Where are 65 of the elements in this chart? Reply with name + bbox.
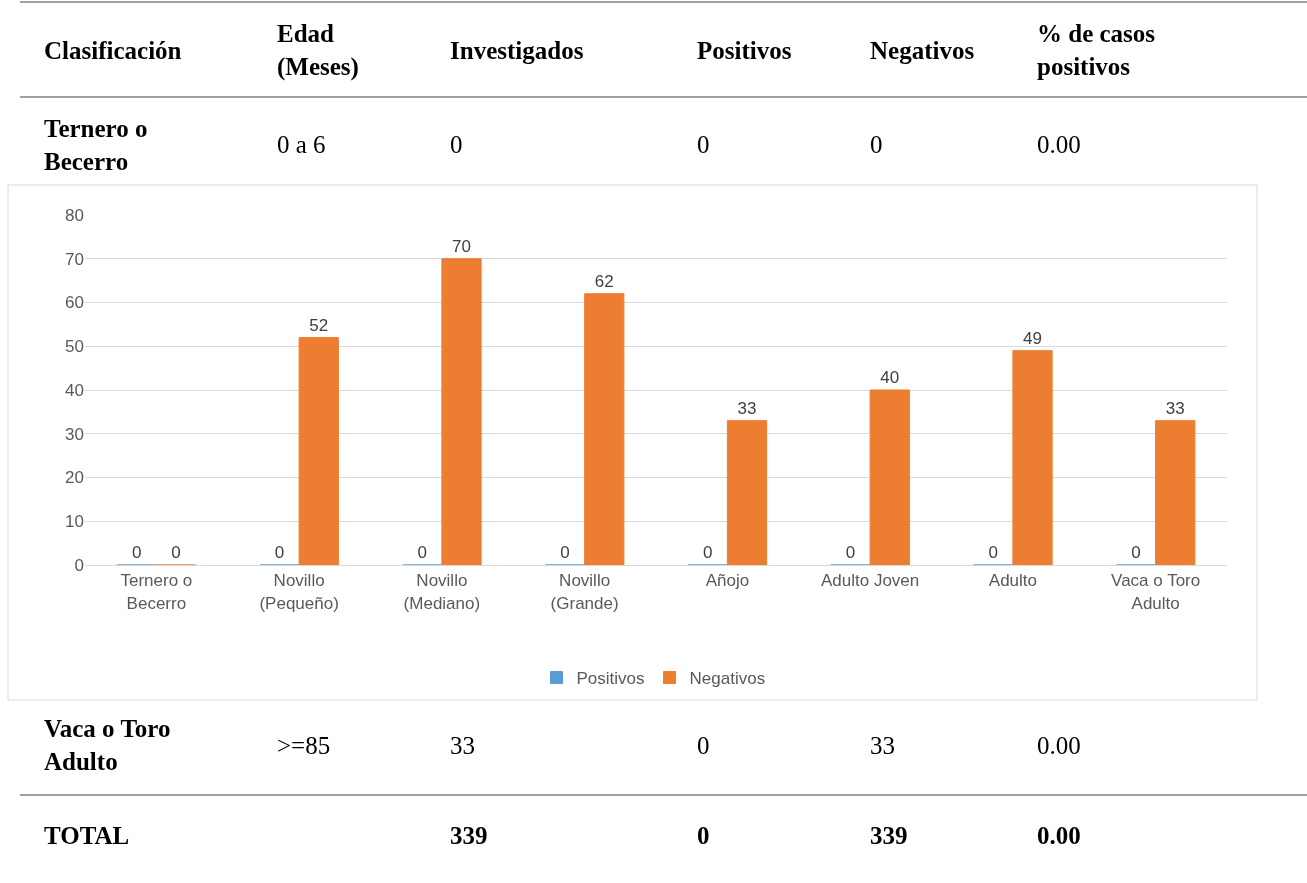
legend-label: Negativos — [689, 669, 766, 689]
x-tick-label: Añojo — [705, 571, 750, 591]
y-tick-label: 10 — [65, 512, 84, 532]
bar — [1012, 350, 1053, 565]
data-label: 49 — [1023, 328, 1042, 348]
bar — [441, 258, 482, 565]
bar — [1155, 420, 1196, 565]
data-label: 0 — [132, 543, 142, 562]
data-label: 0 — [845, 543, 856, 562]
text: 0 — [870, 131, 883, 158]
x-tick-label: Novillo (Pequeño) — [259, 571, 339, 613]
x-tick-label: Vaca o Toro Adulto — [1111, 571, 1201, 613]
y-tick-label: 80 — [65, 205, 84, 225]
y-tick-label: 50 — [65, 337, 84, 357]
y-tick-label: 60 — [65, 293, 84, 313]
text: 0.00 — [1037, 732, 1081, 759]
x-tick-label: Adulto Joven — [820, 571, 920, 591]
y-tick-label: 20 — [65, 468, 84, 488]
text: 0 — [697, 732, 710, 759]
data-label: 62 — [594, 271, 614, 291]
text: 0 a 6 — [277, 131, 326, 158]
text: 0.00 — [1037, 131, 1081, 158]
text: >=85 — [277, 732, 331, 759]
text: Positivos — [697, 37, 792, 64]
data-label: 0 — [171, 543, 181, 562]
data-label: 0 — [274, 543, 285, 562]
data-label: 0 — [988, 543, 998, 562]
y-tick-label: 70 — [65, 249, 84, 269]
text: 0 — [697, 822, 710, 849]
data-label: 0 — [1131, 543, 1141, 562]
data-label: 33 — [737, 398, 757, 418]
data-label: 0 — [417, 543, 427, 562]
text: % de casos positivos — [1037, 20, 1156, 80]
text: Clasificación — [44, 37, 182, 64]
y-tick-label: 0 — [74, 555, 84, 575]
legend-label: Positivos — [576, 669, 645, 689]
text: 33 — [450, 732, 475, 759]
text: Negativos — [870, 37, 975, 64]
data-label: 0 — [703, 543, 713, 562]
text: 0 — [697, 131, 710, 158]
y-tick-label: 30 — [65, 424, 84, 444]
data-label: 52 — [309, 315, 329, 335]
data-label: 0 — [560, 543, 570, 562]
text: Edad (Meses) — [277, 20, 359, 81]
bar — [869, 389, 910, 565]
data-label: 33 — [1165, 398, 1185, 418]
x-tick-label: Novillo (Mediano) — [403, 571, 481, 613]
bar — [584, 293, 625, 565]
text: Vaca o Toro Adulto — [44, 715, 171, 775]
text: 0.00 — [1037, 822, 1081, 849]
bar — [298, 337, 339, 565]
x-tick-label: Novillo (Grande) — [550, 571, 619, 613]
text: TOTAL — [44, 822, 130, 849]
text: 339 — [450, 822, 488, 849]
text: Investigados — [450, 37, 584, 64]
text: 0 — [450, 131, 463, 158]
text: Ternero o Becerro — [44, 115, 148, 175]
y-tick-label: 40 — [65, 380, 84, 400]
data-label: 70 — [452, 236, 471, 256]
text: 339 — [870, 822, 908, 849]
bar — [726, 420, 768, 565]
text: 33 — [870, 732, 895, 759]
x-tick-label: Ternero o Becerro — [120, 571, 193, 613]
x-tick-label: Adulto — [988, 571, 1037, 591]
data-label: 40 — [880, 368, 900, 387]
